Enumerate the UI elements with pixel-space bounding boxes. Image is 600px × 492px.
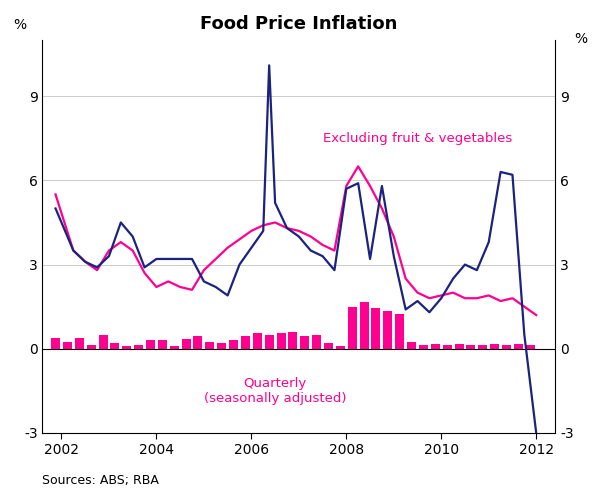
- Bar: [336, 346, 345, 349]
- Bar: [110, 343, 119, 349]
- Bar: [170, 346, 179, 349]
- Bar: [75, 338, 84, 349]
- Y-axis label: %: %: [13, 18, 26, 32]
- Y-axis label: %: %: [574, 32, 587, 46]
- Text: Excluding fruit & vegetables: Excluding fruit & vegetables: [323, 132, 512, 145]
- Bar: [205, 342, 214, 349]
- Bar: [455, 344, 464, 349]
- Bar: [134, 344, 143, 349]
- Bar: [229, 340, 238, 349]
- Bar: [419, 345, 428, 349]
- Bar: [158, 340, 167, 349]
- Bar: [466, 345, 475, 349]
- Bar: [122, 346, 131, 349]
- Bar: [217, 343, 226, 349]
- Bar: [182, 339, 191, 349]
- Bar: [431, 344, 440, 349]
- Bar: [265, 335, 274, 349]
- Bar: [371, 308, 380, 349]
- Bar: [490, 344, 499, 349]
- Bar: [241, 336, 250, 349]
- Bar: [526, 345, 535, 349]
- Bar: [395, 314, 404, 349]
- Bar: [514, 344, 523, 349]
- Bar: [63, 342, 72, 349]
- Bar: [98, 335, 107, 349]
- Bar: [478, 345, 487, 349]
- Title: Food Price Inflation: Food Price Inflation: [200, 15, 398, 33]
- Text: Quarterly
(seasonally adjusted): Quarterly (seasonally adjusted): [204, 377, 346, 405]
- Bar: [443, 345, 452, 349]
- Bar: [253, 333, 262, 349]
- Text: Sources: ABS; RBA: Sources: ABS; RBA: [42, 474, 159, 487]
- Bar: [359, 303, 368, 349]
- Bar: [324, 343, 333, 349]
- Bar: [407, 342, 416, 349]
- Bar: [348, 307, 357, 349]
- Bar: [86, 344, 95, 349]
- Bar: [312, 335, 321, 349]
- Bar: [502, 345, 511, 349]
- Bar: [300, 336, 309, 349]
- Bar: [146, 340, 155, 349]
- Bar: [383, 311, 392, 349]
- Bar: [277, 333, 286, 349]
- Bar: [289, 332, 298, 349]
- Bar: [51, 338, 60, 349]
- Bar: [193, 336, 202, 349]
